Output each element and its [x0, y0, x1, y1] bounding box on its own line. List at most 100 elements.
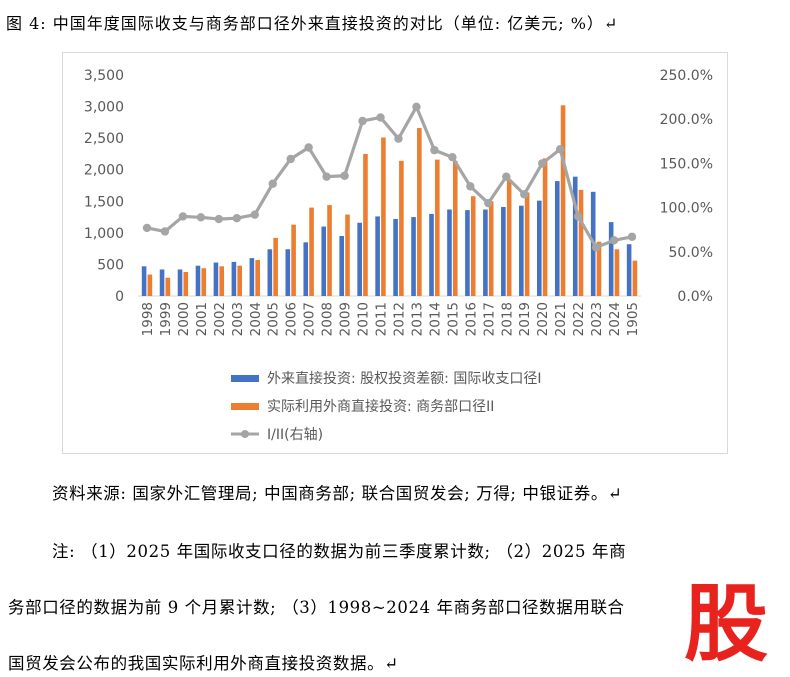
bar-mofcom — [147, 274, 153, 296]
y-right-tick-label: 0.0% — [677, 289, 713, 305]
ratio-point — [250, 210, 259, 219]
ratio-point — [412, 102, 421, 112]
bar-bop — [393, 218, 398, 296]
figure-title: 图 4: 中国年度国际收支与商务部口径外来直接投资的对比（单位: 亿美元; %）… — [6, 14, 619, 33]
ratio-point — [448, 153, 457, 162]
note-line-2: 务部口径的数据为前 9 个月累计数; （3）1998~2024 年商务部口径数据… — [8, 598, 625, 617]
ratio-point — [394, 134, 403, 143]
x-tick-label: 2019 — [517, 302, 533, 336]
bar-mofcom — [183, 272, 189, 296]
x-tick-label: 2005 — [266, 302, 282, 336]
bar-mofcom — [452, 160, 458, 296]
source-note: 资料来源: 国家外汇管理局; 中国商务部; 联合国贸发会; 万得; 中银证券。↵ — [52, 484, 623, 503]
bar-bop — [536, 200, 542, 296]
y-right-tick-label: 200.0% — [660, 112, 713, 128]
bar-mofcom — [470, 196, 476, 296]
bar-mofcom — [381, 137, 386, 296]
x-tick-label: 1905 — [625, 302, 641, 336]
ratio-point — [304, 143, 313, 152]
x-tick-label: 2022 — [571, 302, 587, 336]
x-tick-label: 2007 — [302, 302, 318, 336]
ratio-point — [466, 182, 475, 191]
bar-mofcom — [417, 128, 422, 296]
bar-mofcom — [524, 192, 530, 296]
y-left-tick-label: 500 — [97, 257, 124, 273]
x-tick-label: 2008 — [320, 302, 336, 336]
ratio-point — [268, 179, 277, 188]
ratio-point — [430, 145, 439, 155]
bar-mofcom — [237, 265, 243, 296]
x-tick-label: 2002 — [212, 302, 228, 336]
combo-chart: 0 500 1,000 1,500 2,000 2,500 3,000 3,500 0.0% 50… — [84, 68, 713, 443]
legend-marker-ratio — [241, 430, 249, 438]
bar-bop — [159, 269, 165, 296]
bar-bop — [303, 242, 309, 296]
legend-label-bop: 外来直接投资: 股权投资差额: 国际收支口径I — [267, 370, 541, 387]
ratio-line — [146, 105, 633, 249]
bar-bop — [411, 217, 416, 296]
bar-bop — [213, 262, 219, 296]
bar-bop — [519, 205, 524, 296]
y-right-tick-label: 150.0% — [660, 156, 713, 172]
bar-mofcom — [201, 268, 207, 296]
bar-bop — [572, 176, 578, 296]
bar-bop — [483, 209, 488, 296]
ratio-point — [520, 190, 529, 199]
x-tick-label: 2013 — [409, 302, 425, 336]
ratio-point — [555, 145, 565, 154]
x-tick-label: 1999 — [158, 302, 174, 336]
bar-mofcom — [435, 159, 440, 296]
ratio-point — [214, 214, 224, 224]
bar-bop — [321, 226, 327, 296]
watermark-stamp: 股 — [684, 575, 768, 667]
ratio-point — [358, 116, 367, 126]
y-right-tick-label: 250.0% — [660, 68, 713, 84]
x-tick-label: 2009 — [338, 302, 354, 336]
bar-mofcom — [578, 189, 584, 296]
bar-mofcom — [327, 205, 332, 296]
bar-bop — [357, 222, 362, 296]
watermark-glyph: 股 — [684, 575, 768, 667]
x-tick-label: 2023 — [589, 302, 605, 336]
bar-bop — [231, 261, 237, 296]
bar-bop — [608, 222, 614, 296]
x-tick-label: 2017 — [481, 302, 497, 336]
note-line-1: 注: （1）2025 年国际收支口径的数据为前三季度累计数; （2）2025 年… — [52, 542, 627, 561]
x-tick-label: 2010 — [356, 302, 372, 336]
x-tick-label: 2000 — [176, 302, 192, 336]
y-right-tick-label: 100.0% — [660, 201, 713, 217]
x-tick-label: 2011 — [374, 302, 390, 336]
bar-mofcom — [345, 214, 350, 296]
x-tick-label: 2001 — [194, 302, 210, 336]
ratio-point — [627, 232, 637, 241]
legend-swatch-mofcom — [231, 403, 259, 410]
x-tick-label: 2014 — [427, 302, 443, 336]
y-left-tick-label: 0 — [115, 289, 124, 305]
x-tick-label: 2016 — [463, 302, 479, 336]
bar-mofcom — [614, 249, 620, 296]
x-tick-label: 2003 — [230, 302, 246, 336]
ratio-point — [573, 212, 583, 221]
bar-bop — [375, 216, 380, 296]
bar-mofcom — [219, 266, 225, 296]
bar-bop — [141, 266, 147, 296]
bar-mofcom — [542, 158, 548, 296]
legend-label-mofcom: 实际利用外商直接投资: 商务部口径II — [267, 398, 494, 415]
x-tick-label: 2018 — [499, 302, 515, 336]
y-left-tick-label: 2,000 — [84, 163, 124, 179]
bar-bop — [501, 206, 506, 296]
ratio-point — [322, 172, 331, 181]
y-left-tick-label: 1,000 — [84, 226, 124, 242]
x-tick-label: 2020 — [535, 302, 551, 336]
y-left-tick-label: 1,500 — [84, 194, 124, 210]
bar-mofcom — [255, 260, 260, 296]
bar-mofcom — [291, 224, 296, 296]
ratio-point — [591, 243, 601, 252]
ratio-point — [178, 212, 188, 221]
bar-bop — [249, 258, 255, 296]
bar-bop — [465, 210, 470, 296]
y-left-tick-label: 2,500 — [84, 131, 124, 147]
chart-container: 0 500 1,000 1,500 2,000 2,500 3,000 3,500 0.0% 50… — [62, 52, 728, 454]
bar-mofcom — [596, 241, 602, 296]
bar-mofcom — [273, 237, 278, 296]
